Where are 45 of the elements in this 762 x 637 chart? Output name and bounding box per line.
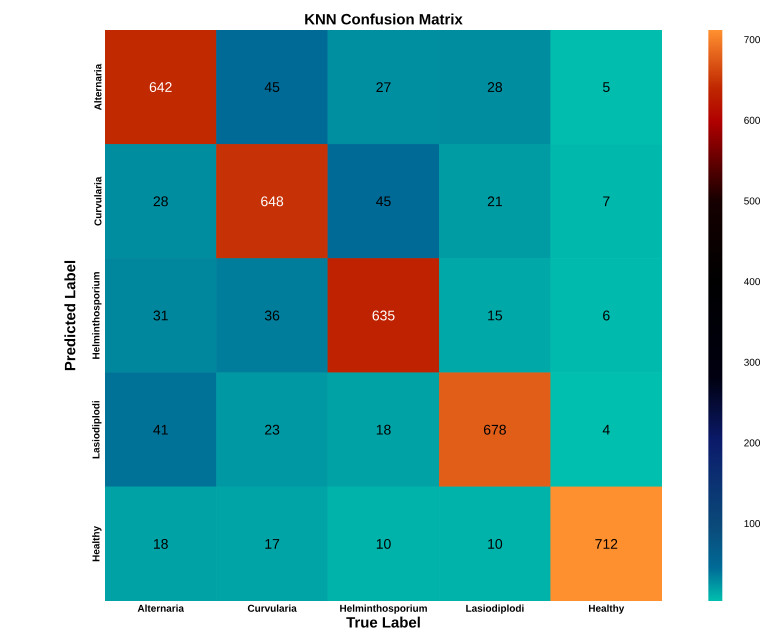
data-label: 6: [603, 310, 610, 320]
data-label: 17: [265, 539, 280, 549]
data-label: 10: [376, 538, 391, 549]
data-label: 28: [154, 196, 168, 206]
x-tick-label: Curvularia: [248, 604, 297, 612]
color-bar-label: 700: [744, 36, 760, 44]
x-tick-label: Alternaria: [138, 604, 184, 612]
data-label: 31: [153, 310, 168, 320]
color-bar-label: 200: [744, 439, 760, 446]
color-bar-label: 100: [744, 520, 760, 528]
data-label: 7: [603, 196, 610, 206]
y-tick-label: Curvularia: [94, 176, 102, 226]
color-bar-label: 600: [744, 116, 760, 124]
data-label: 28: [488, 82, 502, 92]
x-tick-label: Helminthosporium: [340, 604, 427, 614]
data-label: 635: [372, 310, 395, 320]
data-label: 36: [264, 310, 280, 320]
data-label: 648: [261, 196, 284, 206]
data-label: 23: [265, 424, 280, 435]
color-bar-label: 500: [744, 197, 760, 204]
x-tick-label: Healthy: [588, 604, 624, 614]
data-label: 10: [488, 538, 502, 549]
y-tick-label: Helminthosporium: [92, 272, 102, 359]
x-axis-title: True Label: [346, 616, 420, 628]
data-label: 5: [602, 82, 610, 92]
data-label: 18: [376, 424, 391, 435]
x-tick-label: Lasiodiplodi: [466, 604, 524, 614]
data-label: 678: [484, 424, 506, 435]
data-label: 45: [264, 82, 280, 92]
data-label: 41: [153, 424, 168, 435]
color-bar-label: 300: [744, 358, 760, 366]
data-label: 642: [150, 82, 172, 92]
data-label: 15: [488, 310, 502, 320]
data-label: 712: [595, 539, 618, 549]
y-tick-label: Healthy: [92, 526, 102, 562]
chart-title: KNN Confusion Matrix: [305, 14, 463, 25]
data-label: 4: [602, 424, 610, 435]
data-label: 27: [376, 82, 391, 92]
data-label: 21: [488, 196, 502, 206]
data-label: 18: [154, 538, 168, 549]
y-axis-title: Predicted Label: [64, 260, 76, 370]
y-tick-label: Alternaria: [94, 64, 102, 110]
data-label: 45: [376, 196, 391, 206]
y-tick-label: Lasiodiplodi: [92, 401, 102, 458]
color-bar-label: 400: [744, 278, 760, 286]
